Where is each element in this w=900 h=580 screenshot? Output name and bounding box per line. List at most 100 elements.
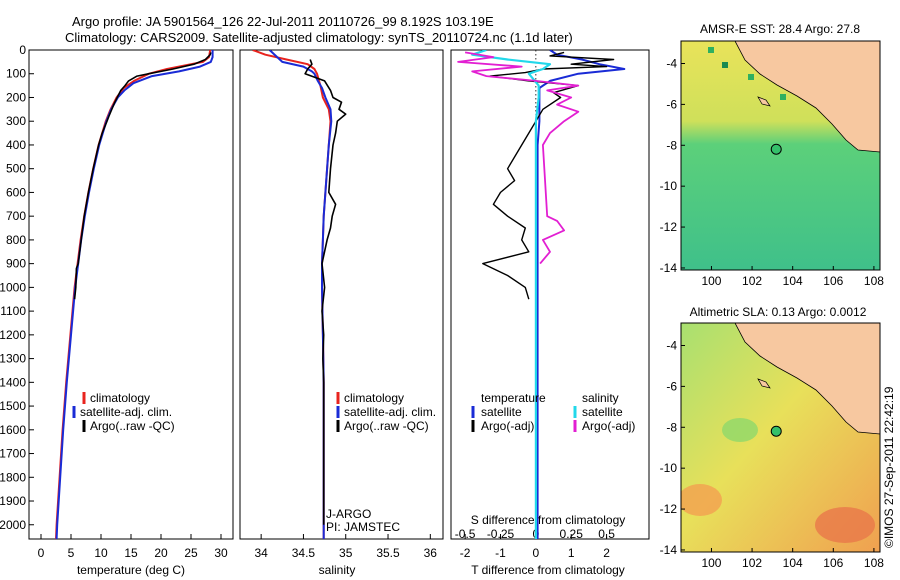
- map-y-tick-label: -4: [666, 56, 677, 70]
- sst-land-sumatra-java: [734, 41, 880, 153]
- salinity-x-tick-label: 34.5: [292, 546, 316, 560]
- sla-map-field: [681, 323, 880, 552]
- sla-map-frame: [680, 322, 881, 553]
- sst-island: [757, 96, 771, 107]
- sst-map-field: [681, 41, 880, 270]
- map-x-tick-label: 104: [783, 274, 803, 288]
- salinity-diff-tick-label: -0.25: [487, 527, 515, 541]
- temperature-x-tick-label: 0: [38, 546, 45, 560]
- sla-map-title: Altimetric SLA: 0.13 Argo: 0.0012: [690, 305, 867, 319]
- depth-tick-label: 200: [6, 90, 26, 104]
- temperature-diff-x-tick-label: -1: [495, 546, 506, 560]
- salinity-x-axis: 34 34.5 35 35.5 36: [254, 534, 437, 560]
- map-y-tick-label: -14: [660, 261, 678, 275]
- temperature-legend: climatology satellite-adj. clim. Argo(..…: [72, 391, 175, 433]
- depth-tick-label: 1300: [0, 352, 26, 366]
- depth-tick-label: 500: [6, 162, 26, 176]
- legend-label-s-argo: Argo(-adj): [582, 419, 635, 433]
- sst-map-title: AMSR-E SST: 28.4 Argo: 27.8: [700, 22, 860, 36]
- float-pi: PI: JAMSTEC: [326, 520, 400, 534]
- temperature-series: [55, 50, 214, 539]
- map-x-tick-label: 108: [864, 274, 884, 288]
- header-line-1: Argo profile: JA 5901564_126 22-Jul-2011…: [72, 14, 494, 29]
- depth-tick-label: 1900: [0, 494, 26, 508]
- map-y-tick-label: -12: [660, 220, 678, 234]
- salinity-panel: 34 34.5 35 35.5 36 salinity climatology sate…: [239, 49, 444, 577]
- difference-series: [457, 50, 626, 539]
- map-x-tick-label: 106: [823, 556, 843, 570]
- salinity-diff-tick-label: 0.5: [598, 527, 615, 541]
- sla-map-panel: Altimetric SLA: 0.13 Argo: 0.0012 100 102…: [660, 305, 885, 570]
- temperature-diff-x-tick-label: 2: [603, 546, 610, 560]
- temperature-diff-satellite-line: [536, 50, 626, 539]
- sst-map-frame: [680, 40, 881, 271]
- salinity-argo-line: [304, 59, 347, 525]
- temperature-x-tick-label: 10: [94, 546, 108, 560]
- salinity-x-tick-label: 36: [424, 546, 438, 560]
- depth-tick-label: 1200: [0, 328, 26, 342]
- temperature-diff-x-tick-label: 0: [533, 546, 540, 560]
- salinity-diff-argo-line: [457, 51, 580, 265]
- map-x-tick-label: 106: [823, 274, 843, 288]
- sla-argo-position-marker: [770, 425, 782, 437]
- depth-tick-label: 100: [6, 67, 26, 81]
- map-y-tick-label: -10: [660, 179, 678, 193]
- legend-label-argo: Argo(..raw -QC): [90, 419, 175, 433]
- sst-cell: [722, 62, 728, 68]
- salinity-diff-tick-label: -0.5: [455, 527, 476, 541]
- map-x-tick-label: 104: [783, 556, 803, 570]
- temperature-x-tick-label: 25: [184, 546, 198, 560]
- temperature-argo-line: [73, 52, 212, 300]
- sla-blob: [722, 418, 758, 442]
- difference-axes-frame: [450, 49, 650, 540]
- map-x-tick-label: 108: [864, 556, 884, 570]
- sst-argo-position-marker: [770, 143, 782, 155]
- map-x-tick-label: 100: [701, 556, 721, 570]
- depth-tick-label: 600: [6, 185, 26, 199]
- temperature-xlabel: temperature (deg C): [77, 563, 185, 577]
- legend-title-temperature: temperature: [481, 391, 546, 405]
- depth-tick-label: 1500: [0, 399, 26, 413]
- sst-cell: [708, 47, 714, 53]
- sst-cell: [748, 74, 754, 80]
- sst-map-axes: 100 102 104 106 108 -4 -6 -8 -10 -12 -14: [660, 56, 885, 288]
- map-y-tick-label: -6: [666, 97, 677, 111]
- salinity-axes-frame: [239, 49, 444, 540]
- temperature-diff-x-tick-label: 1: [568, 546, 575, 560]
- depth-tick-label: 1400: [0, 375, 26, 389]
- depth-tick-label: 900: [6, 257, 26, 271]
- depth-axis: 0 100 200 300 400 500 600 700 800 900 1000 1100 1200…: [0, 43, 34, 532]
- float-program: J-ARGO: [326, 507, 371, 521]
- sla-map-axes: 100 102 104 106 108 -4 -6 -8 -10 -12 -14: [660, 338, 885, 570]
- t-difference-label: T difference from climatology: [471, 563, 625, 577]
- sla-island: [757, 378, 771, 389]
- salinity-series: [252, 50, 347, 539]
- salinity-xlabel: salinity: [319, 563, 356, 577]
- map-x-tick-label: 102: [742, 556, 762, 570]
- difference-legend-t: temperature satellite Argo(-adj): [471, 391, 546, 433]
- depth-tick-label: 800: [6, 233, 26, 247]
- depth-tick-label: 1800: [0, 470, 26, 484]
- temperature-diff-x-tick-label: -2: [460, 546, 471, 560]
- temperature-x-tick-label: 30: [214, 546, 228, 560]
- legend-label-clim: climatology: [90, 391, 150, 405]
- temperature-panel: 0100200300400500600700800900100011001200…: [0, 43, 234, 577]
- map-y-tick-label: -8: [666, 420, 677, 434]
- legend-label-t-argo: Argo(-adj): [481, 419, 534, 433]
- difference-panel: -2 -1 0 1 2-0.5 -0.25 0 0.25 0.5 S difference fr…: [450, 49, 650, 577]
- map-y-tick-label: -12: [660, 502, 678, 516]
- legend-label-argo: Argo(..raw -QC): [344, 419, 429, 433]
- map-y-tick-label: -10: [660, 461, 678, 475]
- map-y-tick-label: -14: [660, 543, 678, 557]
- map-y-tick-label: -4: [666, 338, 677, 352]
- map-y-tick-label: -8: [666, 138, 677, 152]
- temperature-x-axis: 0 5 10 15 20 25 30: [38, 534, 228, 560]
- map-x-tick-label: 100: [701, 274, 721, 288]
- sla-blob: [815, 507, 875, 543]
- salinity-legend: climatology satellite-adj. clim. Argo(..…: [336, 391, 436, 433]
- temperature-x-tick-label: 20: [154, 546, 168, 560]
- depth-tick-label: 300: [6, 114, 26, 128]
- legend-label-s-sat: satellite: [582, 405, 623, 419]
- depth-tick-label: 1000: [0, 280, 26, 294]
